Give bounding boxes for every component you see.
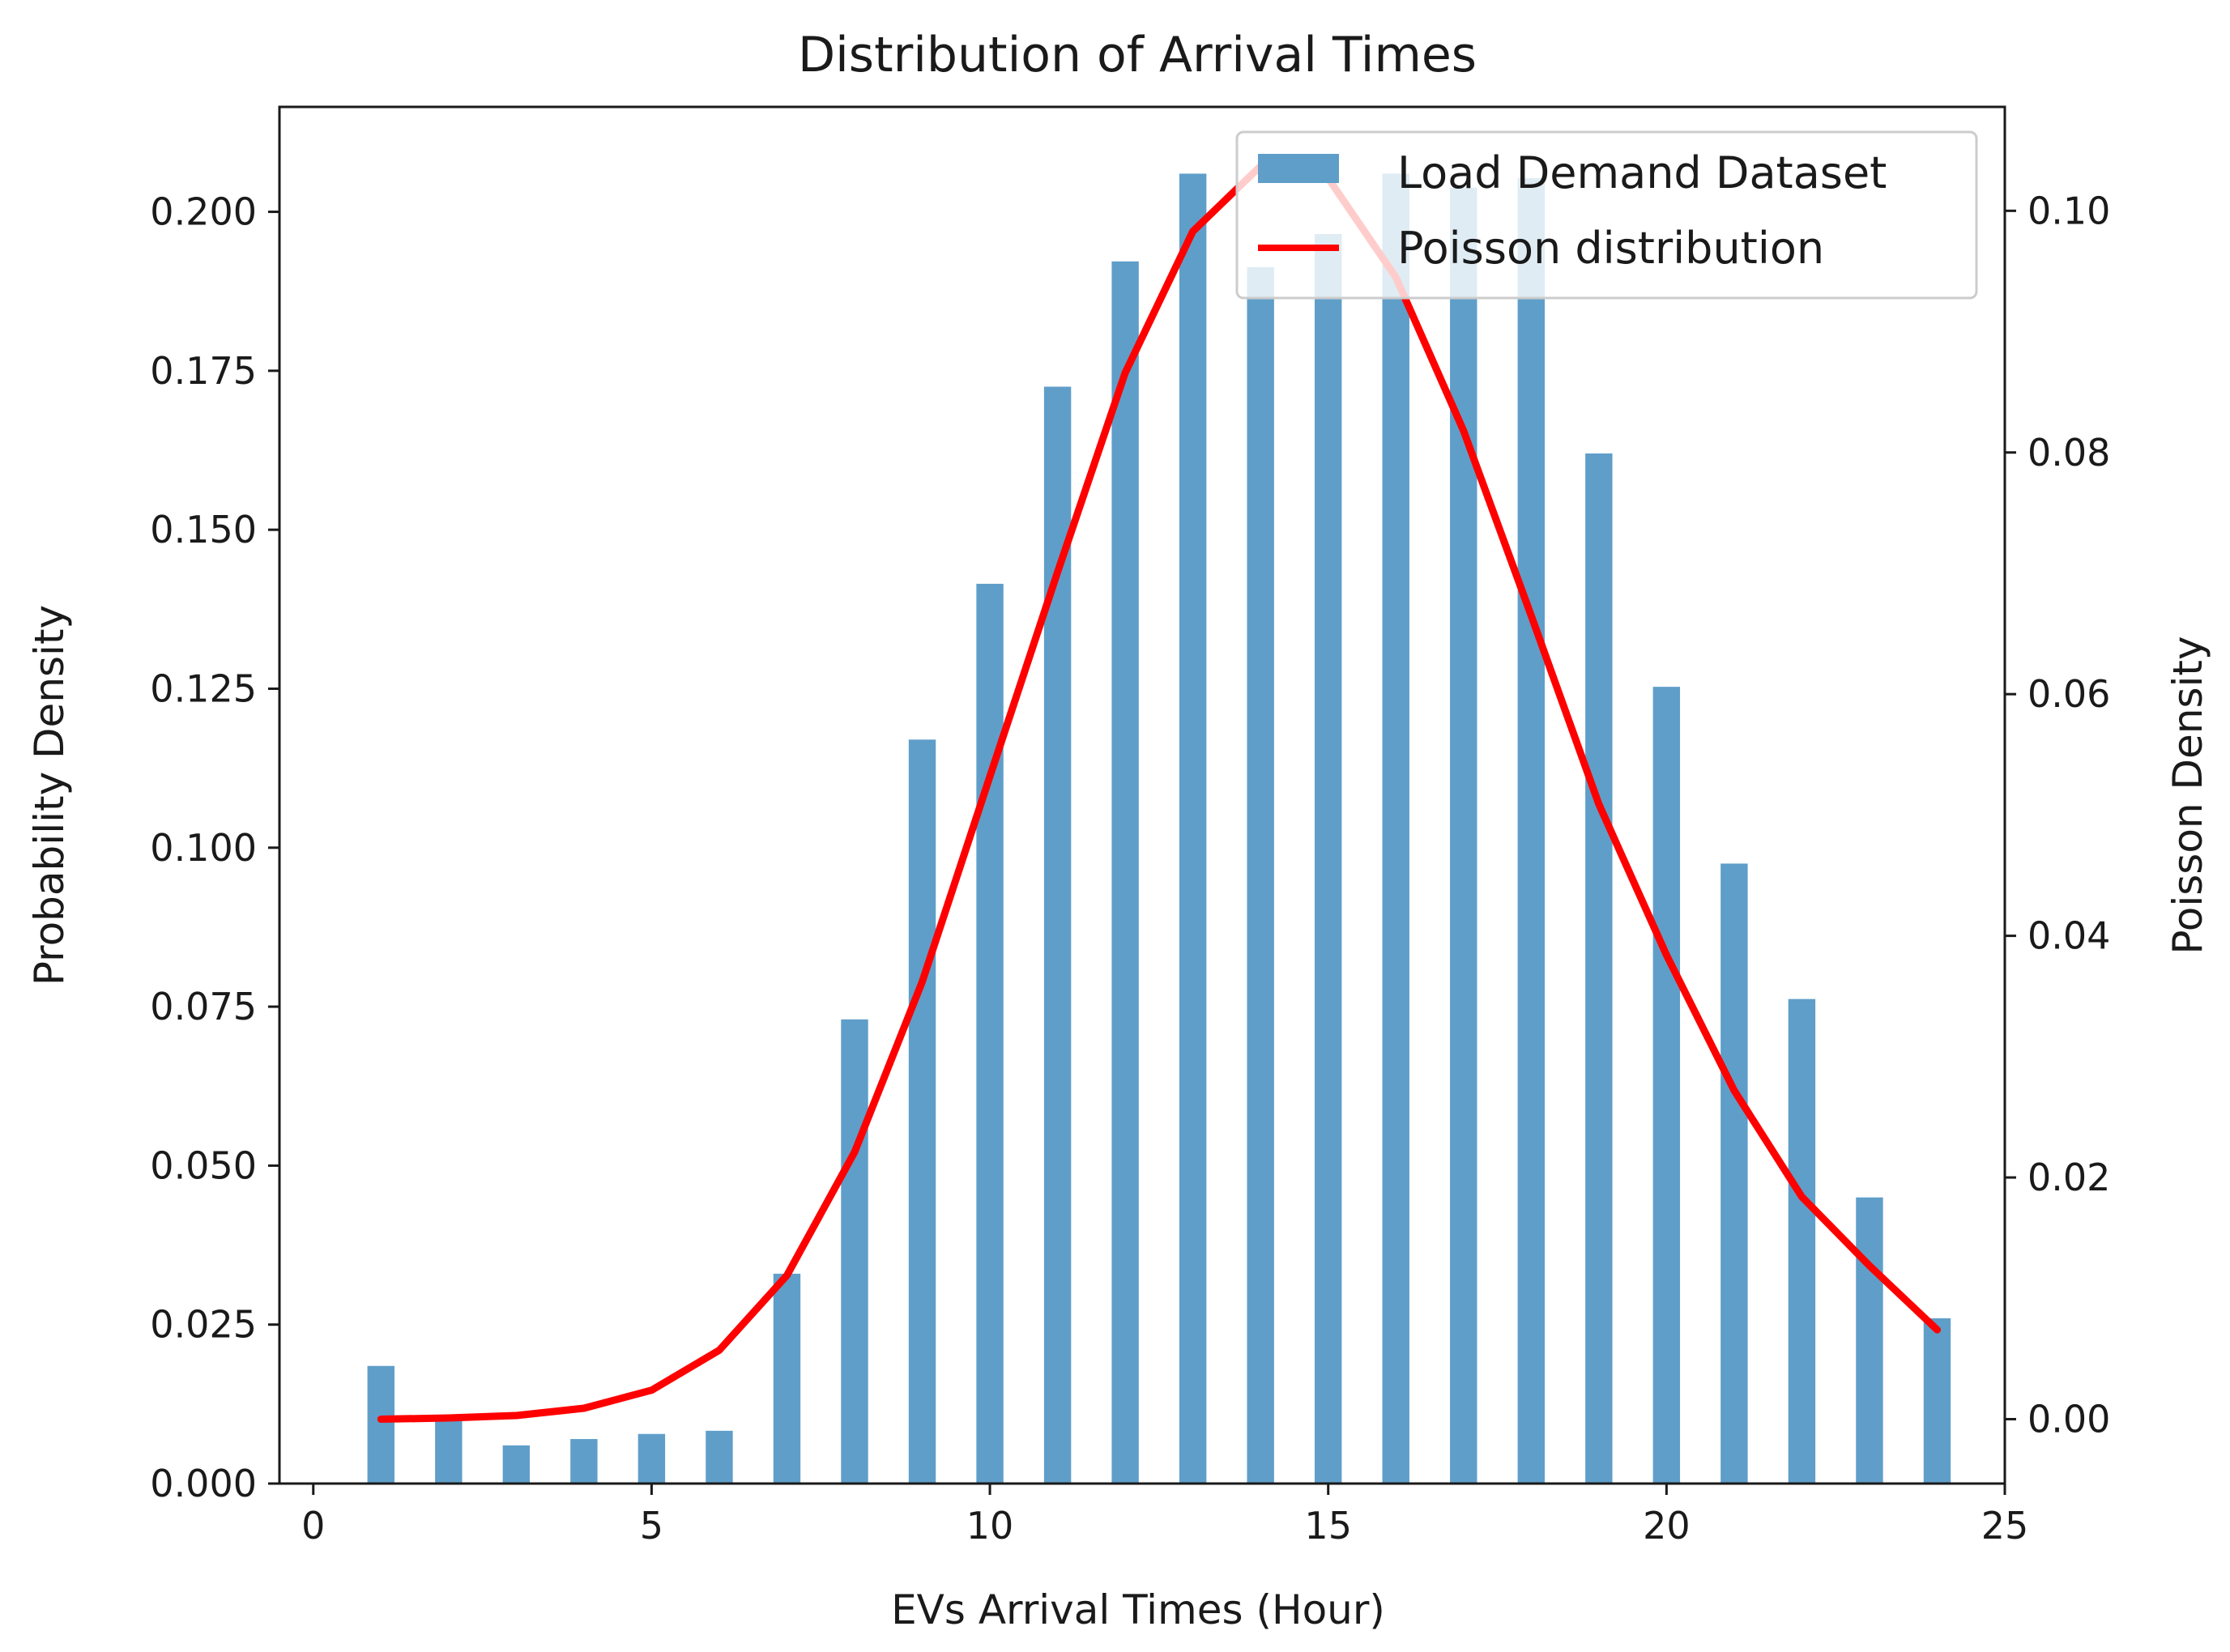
y-left-tick-label-2: 0.050 [150,1143,257,1187]
y-left-tick-label-4: 0.100 [150,826,257,870]
legend-label-bars: Load Demand Dataset [1397,147,1887,198]
bar-hour-2 [435,1416,463,1484]
y-right-tick-label-2: 0.04 [2027,914,2110,958]
bar-hour-9 [908,739,936,1484]
bar-hour-10 [976,583,1004,1484]
bar-hour-6 [706,1430,733,1484]
y-left-tick-label-0: 0.000 [150,1462,257,1505]
chart-title: Distribution of Arrival Times [798,27,1477,83]
bar-hour-14 [1247,266,1274,1484]
y-right-tick-label-4: 0.08 [2027,431,2110,475]
legend: Load Demand Dataset Poisson distribution [1235,130,1978,300]
y-right-tick-label-1: 0.02 [2027,1156,2110,1199]
bar-hour-17 [1450,187,1477,1484]
y-right-tick-label-0: 0.00 [2027,1397,2110,1441]
legend-swatch-bars [1258,154,1339,183]
bar-hour-19 [1585,453,1613,1484]
legend-label-line: Poisson distribution [1397,223,1824,274]
bar-hour-1 [367,1365,394,1484]
x-tick-label-25: 25 [1981,1504,2029,1548]
bar-hour-3 [502,1445,531,1484]
bar-hour-21 [1720,863,1748,1484]
y-left-tick-label-3: 0.075 [150,985,257,1028]
bar-hour-7 [773,1273,801,1484]
bars [367,173,1951,1484]
bar-hour-22 [1788,998,1816,1484]
y-axis-left: 0.000 0.025 0.050 0.075 0.100 0.125 0.150 0.175… [150,190,279,1505]
x-axis: 0 5 10 15 20 25 [301,1484,2028,1548]
bar-hour-15 [1315,234,1342,1484]
x-tick-label-15: 15 [1304,1504,1352,1548]
poisson-line-group [377,162,1941,1423]
bar-hour-20 [1652,687,1681,1484]
x-tick-label-5: 5 [640,1504,663,1548]
y-axis-right: 0.00 0.02 0.04 0.06 0.08 0.10 [2005,189,2110,1441]
y-right-tick-label-5: 0.10 [2027,189,2110,232]
bar-hour-4 [570,1439,598,1484]
x-tick-label-10: 10 [966,1504,1014,1548]
bar-hour-13 [1179,173,1207,1484]
bar-hour-12 [1111,261,1139,1484]
x-tick-label-20: 20 [1643,1504,1691,1548]
y-left-tick-label-6: 0.150 [150,508,257,551]
y-left-tick-label-5: 0.125 [150,666,257,710]
bar-hour-23 [1856,1197,1883,1484]
bar-hour-16 [1382,173,1409,1484]
poisson-line [377,162,1941,1423]
plot-frame [278,105,2006,1485]
bar-hour-5 [637,1433,666,1484]
y-axis-right-title: Poisson Density [2164,636,2211,954]
y-right-tick-label-3: 0.06 [2027,672,2110,716]
y-left-tick-label-7: 0.175 [150,349,257,393]
bar-hour-24 [1923,1318,1951,1484]
x-tick-label-0: 0 [301,1504,325,1548]
x-axis-title: EVs Arrival Times (Hour) [891,1586,1385,1633]
bar-hour-8 [841,1019,868,1484]
y-left-tick-label-1: 0.025 [150,1303,257,1347]
bar-hour-18 [1517,177,1545,1484]
y-left-tick-label-8: 0.200 [150,190,257,234]
y-axis-left-title: Probability Density [26,605,73,986]
legend-box [1235,130,1978,300]
